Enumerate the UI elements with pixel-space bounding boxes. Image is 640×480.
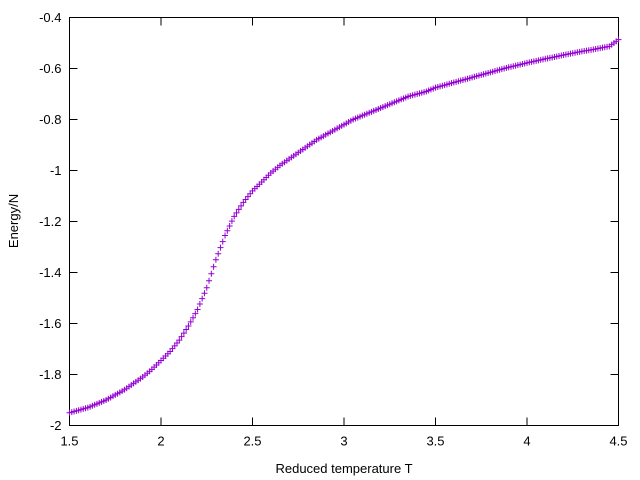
x-tick-label: 3.5 — [426, 434, 444, 449]
x-axis-title: Reduced temperature T — [275, 461, 412, 476]
x-tick-label: 4 — [523, 434, 530, 449]
y-tick-label: -1.8 — [39, 367, 61, 382]
data-point — [176, 337, 183, 344]
data-point — [215, 250, 222, 257]
data-point — [212, 256, 219, 263]
data-point — [222, 232, 229, 239]
data-point — [208, 270, 215, 277]
data-point — [187, 318, 194, 325]
data-point — [190, 314, 197, 321]
data-point — [615, 36, 622, 43]
data-point — [235, 206, 242, 213]
x-tick-label: 1.5 — [60, 434, 78, 449]
data-point — [180, 330, 187, 337]
x-tick-label: 4.5 — [609, 434, 627, 449]
y-tick-label: -1.4 — [39, 265, 61, 280]
y-tick-label: -1.2 — [39, 214, 61, 229]
data-series — [66, 36, 622, 416]
data-point — [224, 227, 231, 234]
data-point — [231, 213, 238, 220]
data-point — [210, 263, 217, 270]
y-axis-title: Energy/N — [6, 194, 21, 248]
x-tick-label: 3 — [340, 434, 347, 449]
data-point — [226, 222, 233, 229]
data-point — [201, 290, 208, 297]
data-point — [206, 277, 213, 284]
y-tick-label: -2 — [50, 418, 62, 433]
data-point — [199, 295, 206, 302]
plot-frame — [69, 17, 619, 426]
y-tick-label: -0.8 — [39, 112, 61, 127]
x-tick-label: 2 — [157, 434, 164, 449]
y-tick-label: -1.6 — [39, 316, 61, 331]
y-tick-label: -1 — [50, 163, 62, 178]
data-point — [178, 333, 185, 340]
data-point — [233, 209, 240, 216]
data-point — [203, 284, 210, 291]
x-tick-label: 2.5 — [243, 434, 261, 449]
y-tick-label: -0.6 — [39, 61, 61, 76]
axis-ticks — [69, 17, 619, 426]
y-tick-label: -0.4 — [39, 10, 61, 25]
axis-tick-labels: 1.5 2 2.5 3 3.5 4 4.5 -2 -1.8 -1.6 -1.4 -1.2 -1 -0.8 -… — [39, 10, 627, 449]
data-point — [228, 218, 235, 225]
data-point — [185, 323, 192, 330]
data-point — [183, 326, 190, 333]
data-point — [217, 244, 224, 251]
data-point — [219, 238, 226, 245]
data-point — [238, 202, 245, 209]
data-point — [196, 301, 203, 308]
data-point — [194, 306, 201, 313]
data-point — [192, 310, 199, 317]
